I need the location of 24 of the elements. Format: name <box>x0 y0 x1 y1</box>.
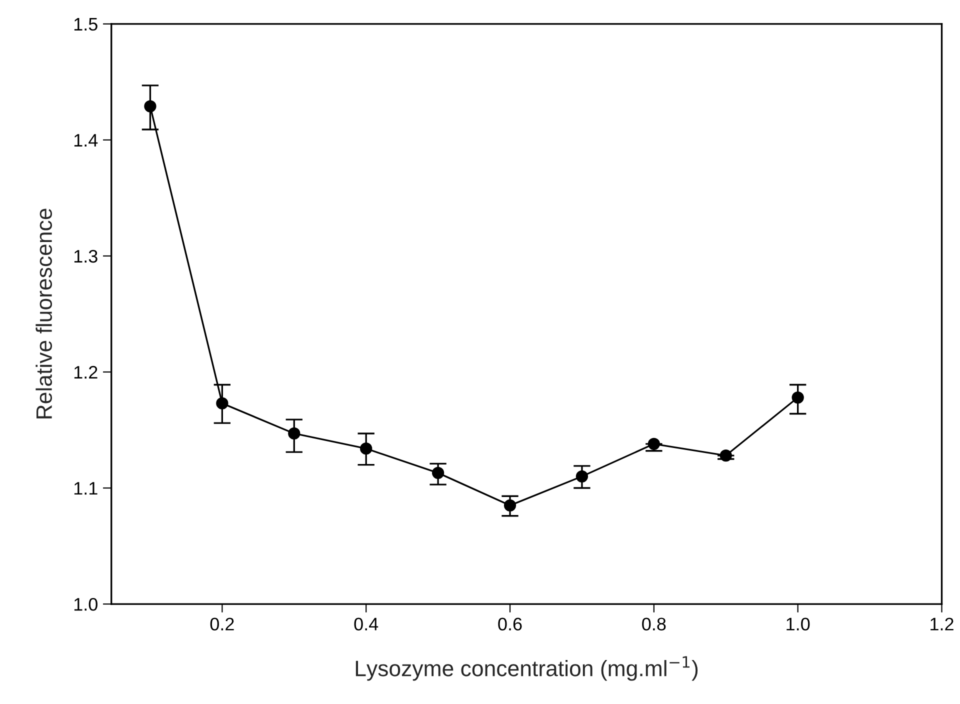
x-tick-label: 0.2 <box>210 618 234 630</box>
x-tick-label: 1.0 <box>786 618 810 630</box>
y-tick-label: 1.4 <box>74 134 98 146</box>
x-tick-label: 1.2 <box>930 618 954 630</box>
point <box>720 449 732 462</box>
point <box>288 427 300 440</box>
x-tick-label: 0.4 <box>354 618 378 630</box>
point <box>432 466 444 480</box>
y-tick-label: 1.3 <box>74 250 98 263</box>
point <box>648 438 660 450</box>
x-tick-label: 0.8 <box>642 618 666 630</box>
y-tick-label: 1.1 <box>74 482 98 495</box>
point <box>144 100 156 112</box>
y-tick-label: 1.5 <box>74 18 98 31</box>
x-axis-title: Lysozyme concentration (mg.ml$^{−1}$) <box>356 656 698 681</box>
point <box>792 391 804 404</box>
y-tick-label: 1.2 <box>74 366 98 379</box>
point <box>360 442 372 455</box>
point <box>216 397 228 410</box>
point <box>504 499 516 512</box>
y-tick-label: 1.0 <box>74 598 98 611</box>
y-axis-title: Relative fluorescence <box>36 208 52 418</box>
x-tick-label: 0.6 <box>498 618 522 630</box>
point <box>576 470 588 482</box>
